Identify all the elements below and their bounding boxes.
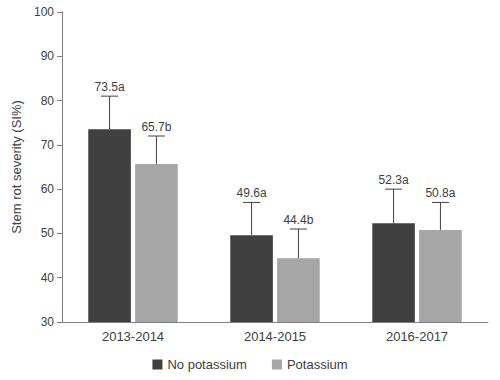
svg-text:2013-2014: 2013-2014 xyxy=(102,329,164,344)
svg-text:44.4b: 44.4b xyxy=(283,213,313,227)
svg-text:65.7b: 65.7b xyxy=(141,120,171,134)
svg-text:50: 50 xyxy=(41,226,55,240)
svg-text:100: 100 xyxy=(34,5,54,19)
svg-text:50.8a: 50.8a xyxy=(425,186,455,200)
svg-text:60: 60 xyxy=(41,182,55,196)
svg-text:2016-2017: 2016-2017 xyxy=(386,329,448,344)
svg-text:73.5a: 73.5a xyxy=(95,80,125,94)
svg-text:70: 70 xyxy=(41,138,55,152)
svg-text:Stem rot severity (SI%): Stem rot severity (SI%) xyxy=(9,100,24,234)
svg-text:49.6a: 49.6a xyxy=(237,186,267,200)
svg-text:80: 80 xyxy=(41,94,55,108)
svg-text:No potassium: No potassium xyxy=(167,357,246,372)
svg-text:52.3a: 52.3a xyxy=(379,173,409,187)
svg-text:2014-2015: 2014-2015 xyxy=(244,329,306,344)
svg-text:40: 40 xyxy=(41,271,55,285)
svg-text:Potassium: Potassium xyxy=(287,357,348,372)
svg-text:90: 90 xyxy=(41,49,55,63)
svg-text:30: 30 xyxy=(41,315,55,329)
